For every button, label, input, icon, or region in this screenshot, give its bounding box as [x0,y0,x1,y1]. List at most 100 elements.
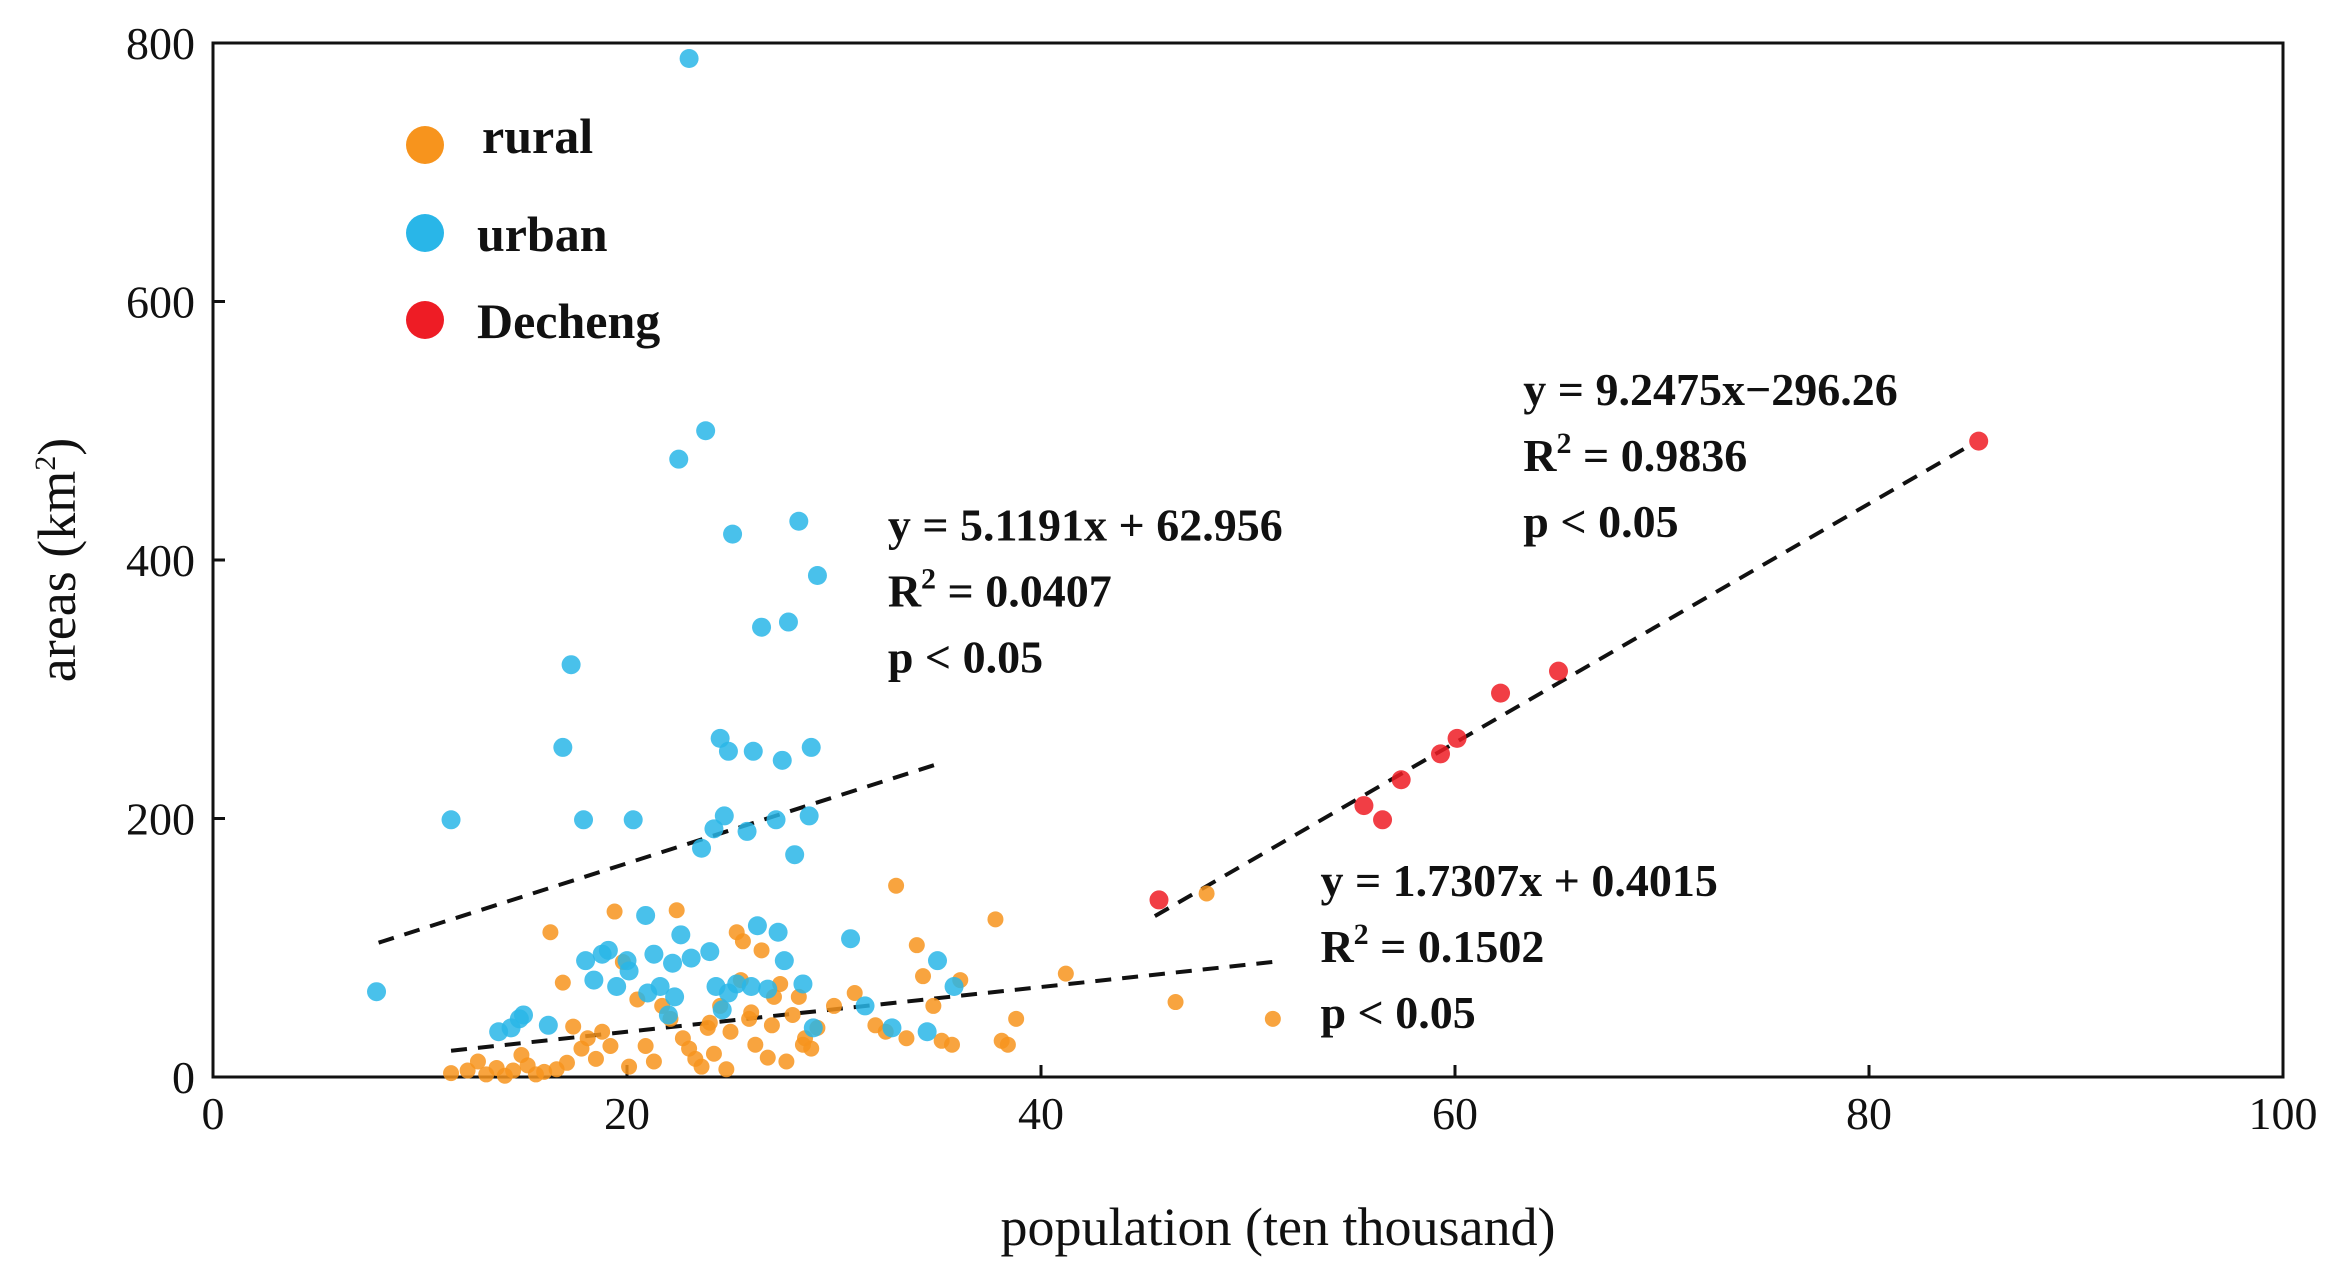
r-squared-label: R2 = 0.0407 [888,563,1112,617]
point-rural [778,1053,795,1070]
point-rural [606,903,623,920]
point-urban [636,905,656,925]
point-rural [668,902,685,919]
point-urban [441,810,461,830]
point-urban [768,922,788,942]
legend: rural urban Decheng [406,108,660,349]
point-rural [558,1054,575,1071]
legend-marker-rural [406,126,444,164]
point-rural [898,1030,915,1047]
point-urban [514,1005,533,1025]
point-rural [587,1050,604,1067]
point-urban [785,845,805,865]
point-decheng [1373,810,1393,830]
point-urban [841,929,861,949]
point-rural [759,1049,776,1066]
point-rural [469,1053,486,1070]
point-urban [681,948,701,968]
point-rural [925,997,942,1014]
p-value-label: p < 0.05 [888,632,1043,683]
point-decheng [1447,728,1467,748]
point-rural [1008,1010,1025,1027]
point-rural [753,942,770,959]
point-rural [908,937,925,954]
point-decheng [1431,744,1451,764]
point-urban [747,916,767,936]
legend-label-rural: rural [482,108,593,164]
point-rural [621,1058,638,1075]
point-urban [553,737,573,757]
equation-label: y = 1.7307x + 0.4015 [1320,855,1717,906]
point-rural [888,877,905,894]
point-urban [692,838,712,858]
point-urban [576,951,596,971]
point-urban [607,977,627,997]
point-rural [443,1065,460,1082]
trendline-decheng-fit [1153,442,1974,918]
point-rural [987,911,1004,928]
point-urban [623,810,643,830]
x-tick-label: 80 [1846,1088,1892,1139]
point-urban [882,1018,902,1038]
point-decheng [1969,431,1989,451]
point-decheng [1354,796,1374,816]
point-rural [826,997,842,1014]
point-urban [774,951,794,971]
point-urban [778,612,798,632]
point-rural [784,1006,801,1023]
point-rural [718,1061,735,1078]
point-urban [727,974,747,994]
legend-label-urban: urban [477,206,608,262]
y-tick-label: 0 [172,1052,195,1103]
point-rural [505,1062,522,1079]
point-urban [793,974,813,994]
point-decheng [1491,683,1511,703]
point-rural [554,974,571,991]
point-rural [734,933,751,950]
data-points [367,49,1989,1084]
point-urban [574,810,594,830]
point-decheng [1149,890,1169,910]
x-tick-label: 0 [202,1088,225,1139]
point-urban [737,821,757,841]
point-urban [665,987,685,1007]
point-urban [669,449,689,469]
point-rural [794,1036,811,1053]
point-urban [650,977,670,997]
point-urban [803,1018,823,1038]
point-urban [801,737,821,757]
point-rural [846,984,863,1001]
legend-marker-urban [406,214,444,252]
point-urban [700,942,720,962]
x-tick-label: 60 [1432,1088,1478,1139]
point-urban [538,1015,558,1035]
x-tick-label: 40 [1018,1088,1064,1139]
point-rural [542,924,559,941]
point-rural [743,1004,760,1021]
point-rural [705,1045,722,1062]
point-urban [928,951,947,971]
point-urban [766,810,786,830]
point-urban [658,1005,678,1025]
y-tick-label: 600 [126,277,195,328]
x-tick-label: 100 [2249,1088,2318,1139]
point-urban [789,511,809,531]
point-rural [594,1023,611,1040]
point-urban [772,750,792,770]
point-rural [701,1014,718,1031]
equation-label: y = 5.1191x + 62.956 [888,500,1283,551]
r-squared-label: R2 = 0.9836 [1523,427,1747,481]
point-rural [763,1017,780,1034]
x-axis-title: population (ten thousand) [1001,1197,1556,1257]
point-rural [999,1036,1016,1053]
r-squared-label: R2 = 0.1502 [1320,918,1544,972]
point-urban [714,806,734,826]
point-rural [565,1018,582,1035]
point-rural [943,1036,960,1053]
y-tick-label: 800 [126,18,195,69]
point-rural [1057,965,1074,982]
point-urban [855,996,875,1016]
point-rural [747,1036,764,1053]
point-rural [536,1063,553,1080]
